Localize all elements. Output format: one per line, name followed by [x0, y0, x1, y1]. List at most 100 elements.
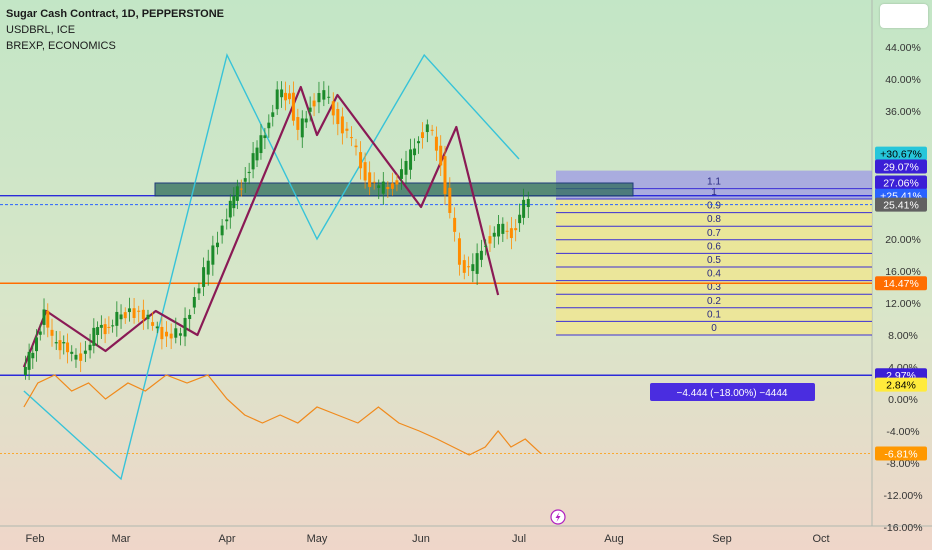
legend-main-symbol[interactable]: Sugar Cash Contract, 1D, PEPPERSTONE	[6, 8, 225, 20]
fib-level-label: 0	[711, 323, 717, 334]
fib-level-label: 0.3	[707, 282, 721, 293]
candle-body	[155, 326, 159, 329]
candle-body	[443, 156, 447, 195]
candle-body	[457, 238, 461, 265]
candle-body	[188, 314, 192, 320]
x-tick-label: Jul	[512, 533, 526, 545]
candle-body	[359, 152, 363, 169]
candle-body	[497, 224, 501, 237]
candle-body	[79, 353, 83, 361]
candle-body	[251, 153, 255, 170]
candle-body	[239, 188, 243, 190]
usdbrl-path	[23, 374, 542, 456]
candle-body	[50, 329, 54, 336]
fib-level-label: 1	[711, 187, 717, 198]
candle-body	[165, 331, 169, 337]
fib-level-label: 0.9	[707, 201, 721, 212]
price-badge	[875, 175, 927, 190]
brexp-zigzag-line	[23, 52, 520, 481]
candle-body	[174, 328, 178, 338]
y-tick-label: 20.00%	[885, 234, 921, 246]
candle-body	[417, 141, 421, 144]
fib-level-label: 0.6	[707, 241, 721, 252]
candle-body	[70, 351, 74, 354]
candle-body	[518, 214, 522, 224]
fib-level-label: 1.1	[707, 177, 721, 188]
candle-body	[62, 342, 66, 344]
x-tick-label: Feb	[26, 533, 45, 545]
candle-body	[271, 112, 275, 117]
rectangle-zone[interactable]	[154, 182, 634, 197]
candle-body	[453, 217, 457, 232]
candle-body	[287, 93, 291, 100]
time-axis[interactable]: Feb Mar Apr May Jun Jul Aug Sep Oct	[26, 533, 830, 545]
candle-body	[386, 186, 390, 190]
candle-body	[501, 223, 505, 234]
legend-usdbrl[interactable]: USDBRL, ICE	[6, 24, 76, 36]
candle-body	[395, 180, 399, 185]
candle-body	[425, 124, 429, 133]
candle-body	[103, 324, 107, 335]
candle-body	[225, 219, 229, 222]
fib-level-label: 0.8	[707, 214, 721, 225]
price-badge	[875, 276, 927, 291]
y-tick-label: 8.00%	[888, 330, 918, 342]
price-badge-label: 27.06%	[883, 178, 919, 190]
candle-body	[284, 92, 288, 101]
candle-body	[488, 236, 492, 244]
candle-body	[141, 309, 145, 320]
top-right-box[interactable]	[880, 4, 928, 28]
candle-body	[505, 230, 509, 232]
candle-body	[509, 228, 513, 239]
y-tick-label: -12.00%	[883, 490, 922, 502]
candle-body	[448, 187, 452, 213]
candle-body	[404, 160, 408, 175]
candle-body	[390, 183, 394, 189]
x-tick-label: Oct	[812, 533, 829, 545]
candle-body	[336, 108, 340, 125]
candle-body	[439, 145, 443, 166]
candle-body	[247, 171, 251, 174]
candle-body	[127, 308, 131, 313]
fib-level-label: 0.5	[707, 255, 721, 266]
candle-body	[178, 333, 182, 336]
candle-body	[42, 309, 46, 325]
candle-body	[137, 310, 141, 312]
candle-body	[119, 314, 123, 320]
candle-body	[372, 181, 376, 183]
candle-body	[522, 199, 526, 218]
candle-body	[263, 135, 267, 139]
y-tick-label: 0.00%	[888, 394, 918, 406]
candle-body	[275, 89, 279, 110]
lightning-icon[interactable]	[550, 509, 566, 525]
chart-legend: Sugar Cash Contract, 1D, PEPPERSTONE USD…	[6, 6, 224, 54]
candle-body	[322, 90, 326, 100]
candle-body	[409, 149, 413, 170]
price-badge-label: +30.67%	[880, 149, 922, 161]
price-badge	[875, 377, 927, 392]
candle-body	[99, 324, 103, 328]
measure-label[interactable]: −4.444 (−18.00%) −4444	[650, 383, 815, 401]
candle-body	[132, 308, 136, 318]
candle-body	[484, 245, 488, 247]
candle-body	[434, 136, 438, 151]
candle-body	[243, 178, 247, 182]
fib-level-label: 0.1	[707, 309, 721, 320]
candle-body	[235, 186, 239, 201]
price-badge	[875, 159, 927, 174]
candle-body	[526, 198, 530, 208]
candle-body	[58, 340, 62, 351]
candle-body	[123, 312, 127, 319]
x-tick-label: Jun	[412, 533, 430, 545]
candle-body	[31, 352, 35, 359]
y-tick-label: 16.00%	[885, 266, 921, 278]
candle-body	[54, 342, 58, 344]
candle-body	[259, 135, 263, 154]
y-tick-label: 36.00%	[885, 106, 921, 118]
candle-body	[215, 242, 219, 248]
price-badge	[875, 146, 927, 161]
candle-body	[192, 297, 196, 308]
candle-body	[151, 322, 155, 326]
legend-brexp[interactable]: BREXP, ECONOMICS	[6, 40, 116, 52]
